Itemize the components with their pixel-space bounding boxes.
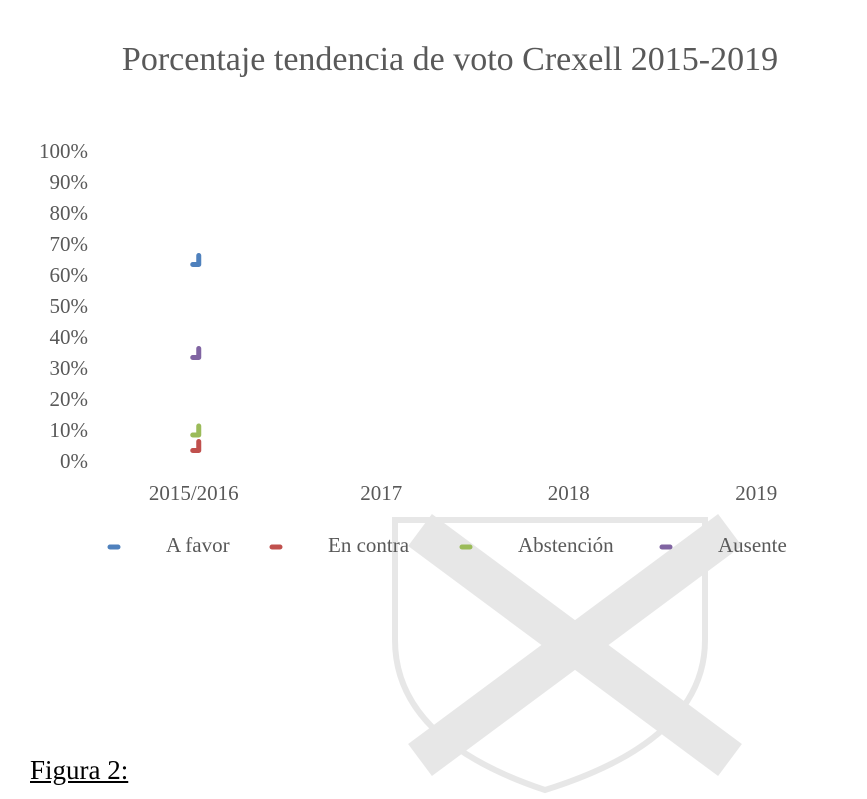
- caption: Figura 2:: [30, 755, 129, 785]
- y-tick-label: 80%: [50, 201, 89, 225]
- x-tick-label: 2015/2016: [149, 481, 239, 505]
- y-tick-label: 10%: [50, 418, 89, 442]
- y-tick-label: 90%: [50, 170, 89, 194]
- y-tick-label: 50%: [50, 294, 89, 318]
- legend-label: Abstención: [518, 533, 614, 557]
- y-tick-label: 0%: [60, 449, 88, 473]
- y-tick-label: 70%: [50, 232, 89, 256]
- y-tick-label: 20%: [50, 387, 89, 411]
- data-point: [190, 439, 202, 453]
- watermark: [392, 513, 742, 794]
- chart-title: Porcentaje tendencia de voto Crexell 201…: [121, 41, 779, 78]
- data-point: [190, 423, 202, 438]
- x-tick-label: 2017: [360, 481, 402, 505]
- legend-label: En contra: [328, 533, 410, 557]
- data-point: [190, 253, 202, 267]
- legend-label: Ausente: [718, 533, 787, 557]
- y-tick-label: 40%: [50, 325, 89, 349]
- legend-label: A favor: [166, 533, 230, 557]
- x-tick-label: 2018: [548, 481, 590, 505]
- y-tick-label: 100%: [39, 139, 88, 163]
- y-tick-label: 30%: [50, 356, 89, 380]
- y-tick-label: 60%: [50, 263, 89, 287]
- x-tick-label: 2019: [735, 481, 777, 505]
- data-point: [190, 346, 202, 360]
